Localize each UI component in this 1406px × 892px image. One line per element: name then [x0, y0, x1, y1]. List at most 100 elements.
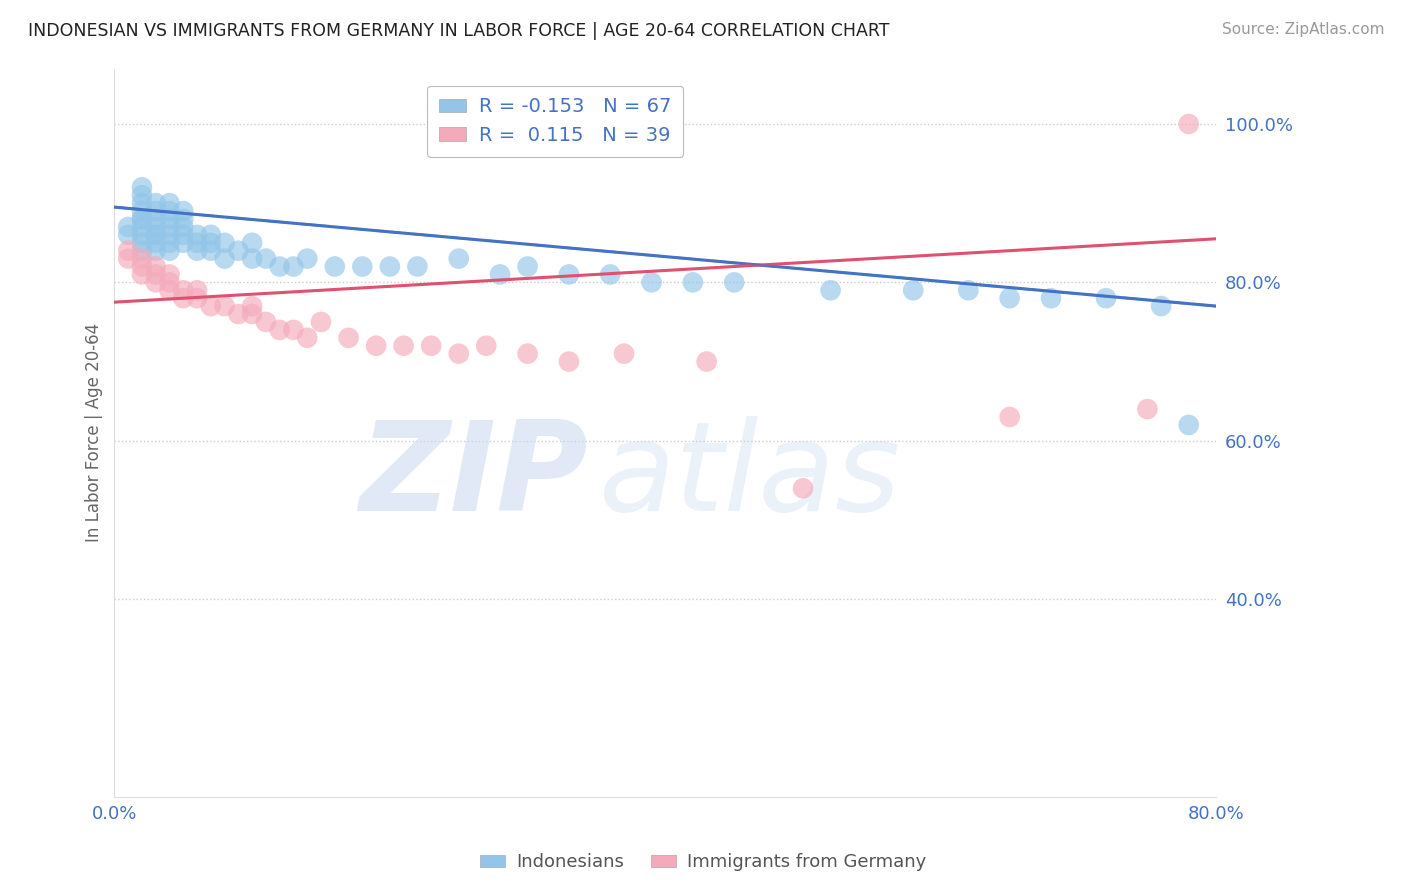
- Point: [240, 299, 263, 313]
- Point: [214, 299, 236, 313]
- Point: [172, 219, 194, 234]
- Point: [145, 268, 167, 282]
- Point: [1095, 291, 1118, 305]
- Point: [159, 219, 181, 234]
- Point: [145, 235, 167, 250]
- Point: [131, 212, 153, 227]
- Text: Source: ZipAtlas.com: Source: ZipAtlas.com: [1222, 22, 1385, 37]
- Point: [516, 260, 538, 274]
- Point: [1039, 291, 1062, 305]
- Point: [820, 283, 842, 297]
- Point: [1177, 117, 1199, 131]
- Point: [186, 227, 208, 242]
- Point: [599, 268, 621, 282]
- Point: [337, 331, 360, 345]
- Point: [200, 235, 222, 250]
- Y-axis label: In Labor Force | Age 20-64: In Labor Force | Age 20-64: [86, 323, 103, 542]
- Point: [172, 235, 194, 250]
- Point: [254, 315, 277, 329]
- Point: [998, 291, 1021, 305]
- Point: [159, 244, 181, 258]
- Point: [297, 252, 319, 266]
- Point: [159, 196, 181, 211]
- Point: [214, 235, 236, 250]
- Point: [145, 227, 167, 242]
- Point: [172, 227, 194, 242]
- Point: [159, 204, 181, 219]
- Point: [406, 260, 429, 274]
- Point: [200, 244, 222, 258]
- Text: ZIP: ZIP: [360, 416, 588, 537]
- Point: [172, 283, 194, 297]
- Point: [172, 291, 194, 305]
- Point: [131, 204, 153, 219]
- Point: [309, 315, 332, 329]
- Point: [420, 339, 443, 353]
- Point: [131, 196, 153, 211]
- Point: [214, 252, 236, 266]
- Point: [145, 244, 167, 258]
- Point: [240, 307, 263, 321]
- Point: [283, 323, 305, 337]
- Point: [145, 212, 167, 227]
- Point: [447, 346, 470, 360]
- Point: [682, 276, 704, 290]
- Point: [392, 339, 415, 353]
- Point: [475, 339, 498, 353]
- Point: [145, 260, 167, 274]
- Point: [297, 331, 319, 345]
- Point: [117, 219, 139, 234]
- Point: [145, 227, 167, 242]
- Point: [240, 235, 263, 250]
- Point: [186, 235, 208, 250]
- Point: [131, 180, 153, 194]
- Point: [613, 346, 636, 360]
- Point: [159, 212, 181, 227]
- Point: [117, 227, 139, 242]
- Point: [1136, 402, 1159, 417]
- Point: [131, 188, 153, 202]
- Point: [903, 283, 925, 297]
- Point: [228, 244, 250, 258]
- Point: [489, 268, 512, 282]
- Point: [200, 227, 222, 242]
- Point: [447, 252, 470, 266]
- Point: [228, 307, 250, 321]
- Point: [159, 235, 181, 250]
- Point: [696, 354, 718, 368]
- Point: [364, 339, 387, 353]
- Point: [117, 252, 139, 266]
- Point: [131, 219, 153, 234]
- Point: [159, 268, 181, 282]
- Point: [200, 299, 222, 313]
- Text: atlas: atlas: [599, 416, 901, 537]
- Point: [172, 212, 194, 227]
- Point: [269, 323, 291, 337]
- Point: [558, 354, 581, 368]
- Point: [254, 252, 277, 266]
- Point: [159, 227, 181, 242]
- Point: [1177, 417, 1199, 432]
- Point: [352, 260, 374, 274]
- Point: [283, 260, 305, 274]
- Point: [145, 276, 167, 290]
- Point: [145, 204, 167, 219]
- Point: [1150, 299, 1173, 313]
- Point: [998, 409, 1021, 424]
- Point: [131, 260, 153, 274]
- Text: INDONESIAN VS IMMIGRANTS FROM GERMANY IN LABOR FORCE | AGE 20-64 CORRELATION CHA: INDONESIAN VS IMMIGRANTS FROM GERMANY IN…: [28, 22, 890, 40]
- Point: [131, 227, 153, 242]
- Point: [145, 196, 167, 211]
- Point: [117, 244, 139, 258]
- Point: [131, 268, 153, 282]
- Point: [172, 204, 194, 219]
- Point: [145, 219, 167, 234]
- Point: [131, 235, 153, 250]
- Point: [240, 252, 263, 266]
- Point: [792, 481, 814, 495]
- Point: [378, 260, 401, 274]
- Point: [640, 276, 662, 290]
- Point: [186, 244, 208, 258]
- Point: [131, 212, 153, 227]
- Point: [186, 283, 208, 297]
